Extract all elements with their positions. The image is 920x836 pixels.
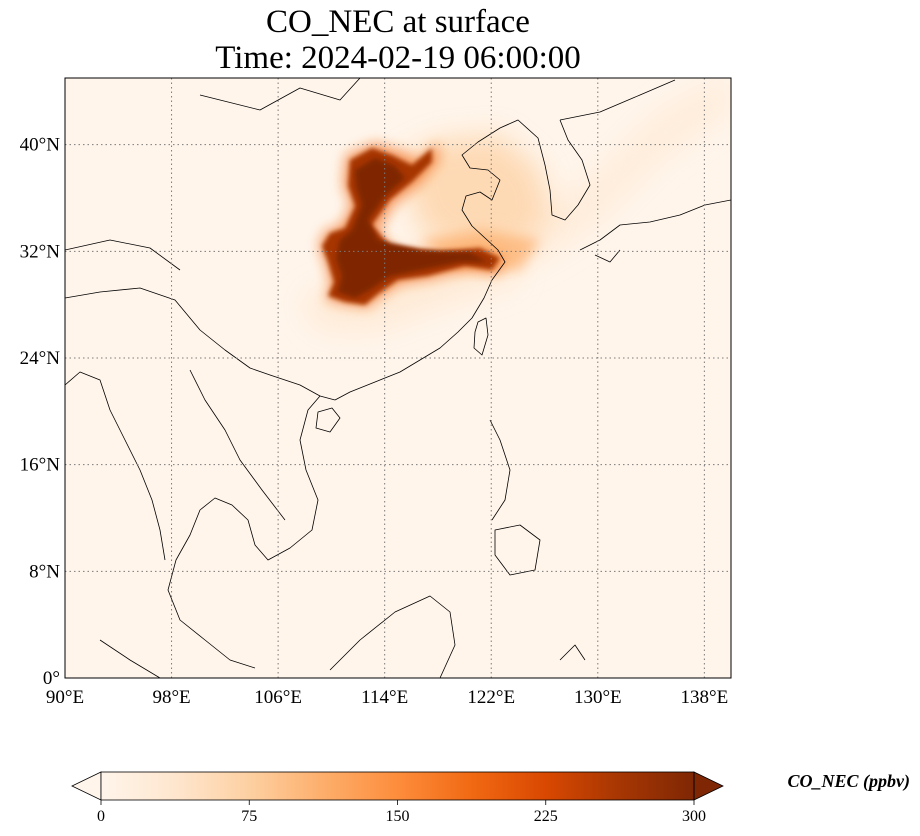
border-mongolia bbox=[199, 78, 361, 111]
lon-tick-labels: 90°E 98°E 106°E 114°E 122°E 130°E 138°E bbox=[46, 687, 728, 708]
gridlines bbox=[65, 78, 731, 678]
colorbar-ticks: 0 75 150 225 300 bbox=[97, 800, 706, 825]
concentration-field bbox=[300, 78, 731, 330]
coastline-mindanao bbox=[494, 524, 541, 576]
coastline-japan-kyushu bbox=[594, 249, 621, 263]
coastline-sulawesi bbox=[559, 644, 586, 661]
lon-tick-label: 130°E bbox=[574, 687, 622, 708]
border-tibet bbox=[65, 239, 181, 271]
map-title: CO_NEC at surface bbox=[266, 4, 530, 40]
coastline-china-korea bbox=[334, 119, 551, 401]
lon-tick-label: 98°E bbox=[152, 687, 190, 708]
map-subtitle-time: Time: 2024-02-19 06:00:00 bbox=[215, 40, 581, 76]
coastline-borneo bbox=[329, 595, 456, 678]
lat-tick-labels: 0° 8°N 16°N 24°N 32°N 40°N bbox=[20, 135, 61, 689]
lat-tick-label: 32°N bbox=[20, 241, 61, 262]
border-china-south bbox=[65, 287, 321, 397]
border-laos-vietnam bbox=[189, 369, 286, 521]
coastline-north bbox=[559, 79, 676, 121]
colorbar-extend-min bbox=[71, 771, 102, 801]
lat-tick-label: 24°N bbox=[20, 348, 61, 369]
coastline-luzon bbox=[489, 419, 511, 521]
colorbar-gradient bbox=[101, 772, 694, 800]
coastline-sumatra bbox=[99, 639, 161, 678]
lat-tick-label: 8°N bbox=[29, 561, 60, 582]
coastline-korea bbox=[549, 119, 591, 221]
plume-peak-core bbox=[336, 158, 488, 298]
map-panel: 90°E 98°E 106°E 114°E 122°E 130°E 138°E 0° 8°N 1… bbox=[20, 77, 732, 708]
diffuse-plume-east bbox=[430, 78, 731, 270]
map-frame bbox=[64, 77, 732, 679]
lat-tick-label: 0° bbox=[43, 668, 60, 689]
colorbar-tick-label: 0 bbox=[97, 808, 105, 825]
coastline-hainan bbox=[315, 407, 341, 433]
plume-north-china bbox=[400, 135, 550, 250]
lon-tick-label: 114°E bbox=[361, 687, 408, 708]
coastlines bbox=[65, 78, 731, 678]
colorbar-extend-max bbox=[693, 771, 724, 801]
coastline-myanmar bbox=[65, 371, 166, 561]
coastline-japan-honshu bbox=[579, 199, 731, 251]
lon-tick-label: 90°E bbox=[46, 687, 84, 708]
lon-tick-label: 106°E bbox=[254, 687, 302, 708]
colorbar-label: CO_NEC (ppbv) bbox=[788, 771, 911, 792]
colorbar-tick-label: 300 bbox=[682, 808, 706, 825]
lon-tick-label: 138°E bbox=[681, 687, 729, 708]
coastline-taiwan bbox=[473, 317, 489, 356]
lon-tick-label: 122°E bbox=[467, 687, 515, 708]
lat-tick-label: 16°N bbox=[20, 455, 61, 476]
colorbar: 0 75 150 225 300 CO_NEC (ppbv) bbox=[71, 771, 911, 825]
colorbar-tick-label: 225 bbox=[534, 808, 558, 825]
coastline-indochina bbox=[167, 395, 336, 669]
colorbar-tick-label: 150 bbox=[386, 808, 410, 825]
lat-tick-label: 40°N bbox=[20, 135, 61, 156]
colorbar-tick-label: 75 bbox=[241, 808, 257, 825]
